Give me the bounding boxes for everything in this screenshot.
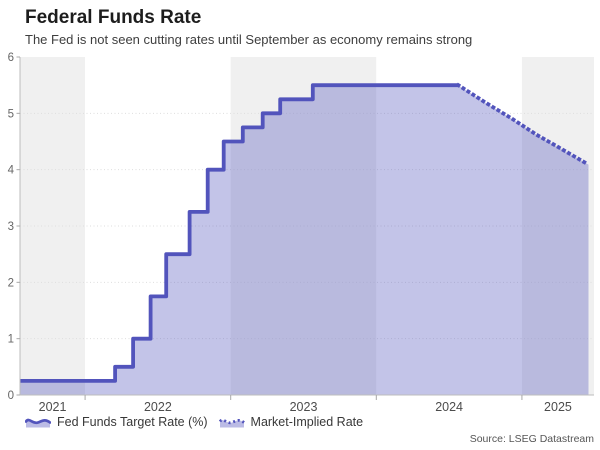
legend: Fed Funds Target Rate (%) Market-Implied… (25, 415, 363, 429)
y-tick-label: 2 (8, 277, 14, 289)
x-tick-label: 2021 (39, 400, 67, 414)
chart-title: Federal Funds Rate (25, 7, 202, 28)
solid-area-wave-icon (25, 418, 51, 428)
legend-item-market-implied: Market-Implied Rate (218, 415, 364, 429)
legend-item-fed-funds: Fed Funds Target Rate (%) (25, 415, 208, 429)
x-tick-label: 2024 (435, 400, 463, 414)
y-tick-label: 4 (8, 165, 15, 177)
x-tick-label: 2025 (544, 400, 572, 414)
y-tick-label: 5 (8, 108, 14, 120)
y-tick-label: 0 (8, 390, 14, 402)
source-credit: Source: LSEG Datastream (469, 433, 594, 445)
plot-band (521, 57, 594, 395)
y-tick-label: 6 (8, 52, 14, 64)
legend-label-market-implied: Market-Implied Rate (250, 415, 364, 429)
market-implied-line (455, 82, 592, 168)
fed-funds-line (20, 83, 459, 383)
x-tick-label: 2023 (290, 400, 318, 414)
dotted-area-wave-icon (218, 418, 245, 428)
plot-band (20, 57, 86, 395)
y-tick-label: 3 (8, 221, 14, 233)
chart-subtitle: The Fed is not seen cutting rates until … (25, 32, 473, 47)
legend-label-fed-funds: Fed Funds Target Rate (%) (57, 415, 208, 429)
area-fill (20, 85, 589, 395)
y-tick-label: 1 (8, 334, 14, 346)
plot-band (376, 57, 522, 395)
x-tick-label: 2022 (144, 400, 172, 414)
